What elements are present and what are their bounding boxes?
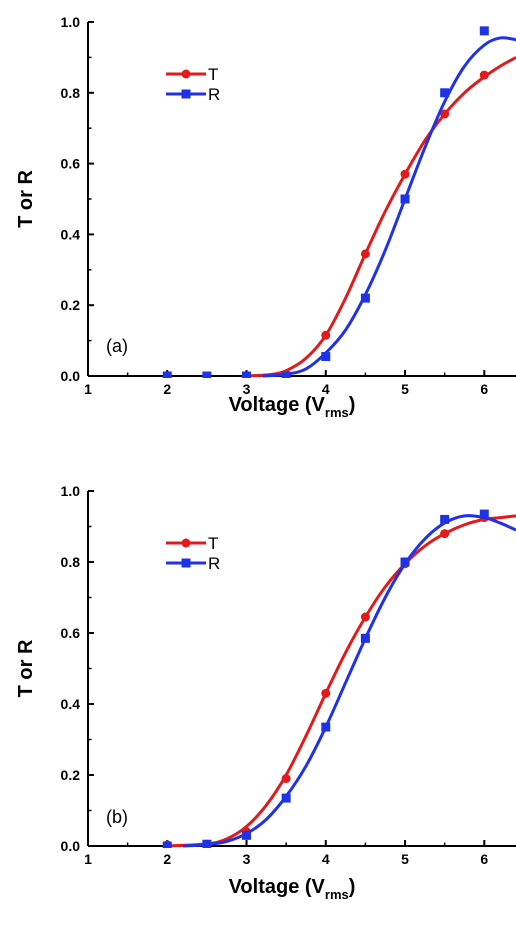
series-R-point	[202, 371, 212, 378]
series-R	[162, 26, 516, 378]
series-R-point	[440, 514, 450, 524]
series-R-point	[202, 839, 212, 848]
x-tick-label: 2	[163, 381, 171, 397]
legend-label-T: T	[208, 65, 218, 84]
x-axis-title-close: )	[349, 394, 356, 416]
y-tick-label: 0.0	[61, 838, 81, 854]
series-T-point	[440, 529, 450, 539]
series-R-point	[440, 88, 450, 98]
y-tick-label: 0.6	[61, 156, 81, 172]
series-T-point	[321, 330, 331, 340]
x-tick-label: 3	[243, 381, 251, 397]
x-tick-label: 2	[163, 851, 171, 867]
series-R-fit-curve	[183, 514, 516, 848]
y-tick-label: 1.0	[61, 483, 81, 499]
series-R-point	[162, 371, 172, 378]
series-R-fit-curve	[262, 36, 516, 378]
x-axis-title: Voltage (Vrms)	[229, 876, 356, 902]
y-tick-label: 0.2	[61, 297, 81, 313]
series-T-point	[321, 688, 331, 698]
x-axis-title-subscript: rms	[325, 405, 349, 420]
x-tick-label: 3	[243, 851, 251, 867]
legend-marker-R	[181, 558, 191, 568]
x-tick-label: 1	[84, 851, 92, 867]
x-tick-label: 1	[84, 381, 92, 397]
series-R-point	[479, 26, 489, 36]
series-R-point	[321, 722, 331, 732]
legend-entry-T: T	[166, 534, 218, 553]
series-R-point	[360, 293, 370, 303]
series-T-point	[440, 109, 450, 119]
legend-entry-T: T	[166, 65, 218, 84]
series-R-point	[242, 371, 252, 378]
series-T-fit-curve	[246, 56, 516, 378]
x-axis-title-main: Voltage (V	[229, 394, 326, 416]
y-axis-title: T or R	[15, 170, 37, 228]
series-T-point	[360, 249, 370, 259]
x-tick-label: 6	[480, 851, 488, 867]
series-R-point	[242, 830, 252, 840]
y-tick-label: 0.4	[61, 226, 81, 242]
x-tick-label: 5	[401, 851, 409, 867]
legend-marker-T	[181, 538, 191, 548]
y-tick-label: 0.6	[61, 625, 81, 641]
series-R	[162, 509, 516, 848]
legend-label-R: R	[208, 554, 220, 573]
y-tick-label: 0.4	[61, 696, 81, 712]
panel-label: (b)	[106, 807, 128, 827]
series-R-point	[400, 194, 410, 204]
legend-label-R: R	[208, 85, 220, 104]
panel-label: (a)	[106, 336, 128, 356]
chart-panel-a: 0.0 0.2 0.4 0.6 0.8 1.0 1 2 3 4 5 6 Voltage (Vrms) T …	[15, 14, 516, 420]
series-R-point	[360, 633, 370, 643]
series-R-point	[321, 352, 331, 362]
x-axis-title-close: )	[349, 876, 356, 898]
legend-marker-R	[181, 89, 191, 99]
legend-label-T: T	[208, 534, 218, 553]
x-tick-label: 6	[480, 381, 488, 397]
series-T-point	[281, 774, 291, 784]
series-R-point	[281, 793, 291, 803]
y-tick-label: 0.0	[61, 368, 81, 384]
legend-marker-T	[181, 69, 191, 79]
series-R-point	[479, 509, 489, 519]
chart-panel-b: 0.0 0.2 0.4 0.6 0.8 1.0 1 2 3 4 5 6 Voltage (Vrms) T …	[15, 483, 516, 902]
x-axis-title-main: Voltage (V	[229, 876, 326, 898]
series-R-point	[281, 371, 291, 378]
x-tick-label: 5	[401, 381, 409, 397]
series-T-point	[479, 70, 489, 80]
series-T-point	[400, 169, 410, 179]
y-tick-label: 0.2	[61, 767, 81, 783]
series-R-point	[400, 557, 410, 567]
x-axis-title-subscript: rms	[325, 887, 349, 902]
y-tick-label: 0.8	[61, 554, 81, 570]
y-tick-label: 0.8	[61, 85, 81, 101]
y-axis-title: T or R	[15, 639, 37, 697]
legend-entry-R: R	[166, 554, 220, 573]
series-T-point	[360, 612, 370, 622]
legend-entry-R: R	[166, 85, 220, 104]
x-axis-title: Voltage (Vrms)	[229, 394, 356, 420]
series-R-point	[162, 841, 172, 848]
x-tick-label: 4	[322, 851, 330, 867]
series-T	[162, 56, 516, 378]
x-tick-label: 4	[322, 381, 330, 397]
y-tick-label: 1.0	[61, 14, 81, 30]
